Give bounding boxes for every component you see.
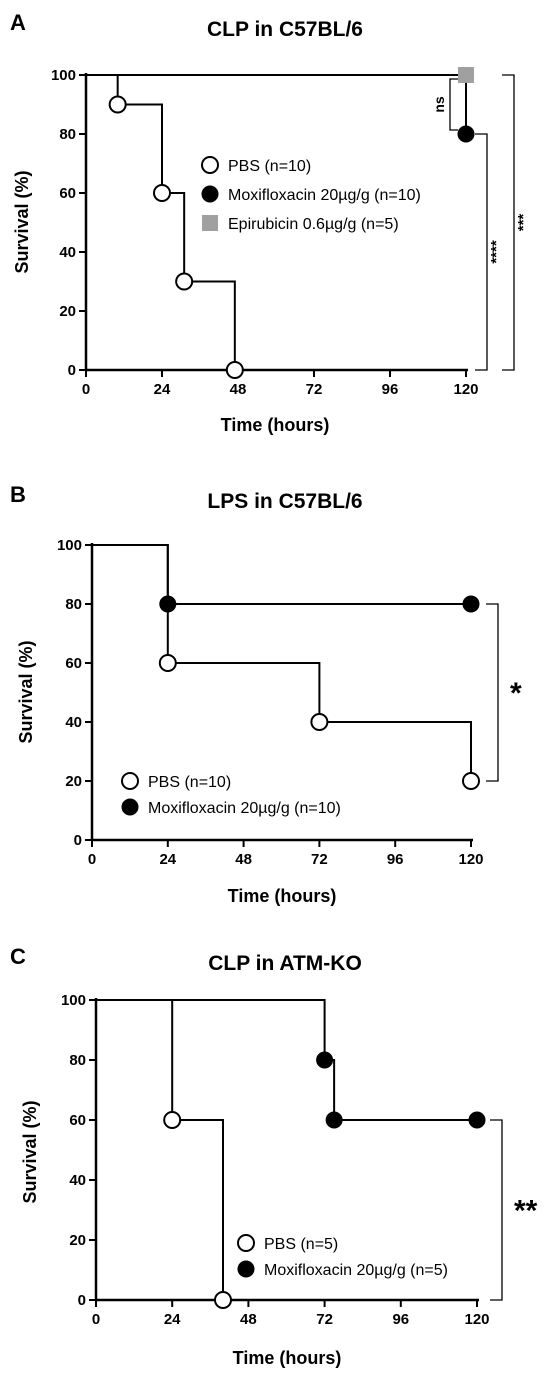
y-tick-label: 0	[78, 1292, 86, 1309]
x-tick-label: 96	[387, 851, 404, 868]
data-point	[153, 184, 171, 202]
legend-marker	[201, 156, 219, 174]
x-tick-label: 0	[92, 1311, 100, 1328]
significance-label: ****	[488, 240, 505, 264]
x-tick-label: 96	[382, 381, 399, 398]
x-tick-label: 48	[235, 851, 252, 868]
y-tick-label: 20	[65, 773, 82, 790]
x-tick-label: 24	[154, 381, 171, 398]
legend-marker	[121, 798, 139, 816]
y-tick-label: 100	[51, 67, 76, 84]
significance-bracket	[486, 603, 499, 782]
legend-marker	[202, 215, 218, 231]
y-tick-label: 60	[59, 185, 76, 202]
significance-label: ns	[431, 96, 447, 113]
series-line	[96, 999, 224, 1300]
y-tick-label: 0	[74, 832, 82, 849]
panel-label: A	[10, 10, 26, 35]
x-tick-label: 72	[316, 1311, 333, 1328]
panel-label: C	[10, 944, 26, 969]
legend-label: PBS (n=5)	[264, 1236, 338, 1253]
x-tick-label: 72	[311, 851, 328, 868]
data-point	[225, 361, 244, 379]
data-point	[310, 713, 329, 731]
survival-chart-clp-atm-ko: C CLP in ATM-KO Time (hours) Survival (%…	[10, 944, 538, 1368]
series-line	[96, 999, 477, 1121]
y-axis-label: Survival (%)	[12, 170, 32, 273]
legend-label: Moxifloxacin 20µg/g (n=10)	[148, 800, 341, 817]
x-tick-label: 48	[240, 1311, 257, 1328]
y-tick-label: 40	[65, 714, 82, 731]
significance-bracket	[449, 78, 458, 131]
data-point	[457, 125, 475, 143]
x-tick-label: 120	[458, 851, 483, 868]
data-point	[325, 1111, 343, 1129]
significance-bracket	[475, 133, 488, 371]
chart-title: LPS in C57BL/6	[207, 490, 362, 513]
survival-chart-lps-c57bl6: B LPS in C57BL/6 Time (hours) Survival (…	[10, 482, 522, 906]
y-tick-label: 40	[59, 244, 76, 261]
legend-marker	[121, 772, 139, 790]
data-point	[159, 595, 177, 613]
y-tick-label: 80	[59, 126, 76, 143]
data-point	[175, 272, 194, 291]
data-point	[462, 595, 480, 613]
chart-title: CLP in C57BL/6	[207, 18, 363, 41]
y-axis-label: Survival (%)	[20, 1100, 40, 1203]
x-tick-label: 96	[392, 1311, 409, 1328]
data-point	[458, 67, 474, 83]
series-line	[92, 544, 471, 605]
x-axis-label: Time (hours)	[221, 415, 330, 435]
x-tick-label: 24	[164, 1311, 181, 1328]
legend-marker	[237, 1260, 255, 1278]
significance-bracket	[490, 1119, 503, 1301]
x-tick-label: 120	[464, 1311, 489, 1328]
data-point	[316, 1051, 334, 1069]
y-tick-label: 20	[59, 303, 76, 320]
chart-title: CLP in ATM-KO	[208, 952, 362, 975]
x-tick-label: 0	[88, 851, 96, 868]
y-tick-label: 20	[69, 1232, 86, 1249]
significance-label: *	[510, 677, 522, 710]
y-tick-label: 60	[69, 1112, 86, 1129]
x-tick-label: 72	[306, 381, 323, 398]
legend-label: PBS (n=10)	[148, 774, 231, 791]
data-point	[214, 1291, 232, 1309]
significance-bracket	[502, 74, 515, 371]
data-point	[108, 95, 127, 114]
data-point	[158, 654, 177, 672]
x-axis-label: Time (hours)	[233, 1348, 342, 1368]
data-point	[468, 1111, 486, 1129]
y-tick-label: 100	[61, 992, 86, 1009]
x-tick-label: 24	[159, 851, 176, 868]
y-tick-label: 80	[65, 596, 82, 613]
y-tick-label: 40	[69, 1172, 86, 1189]
y-tick-label: 0	[68, 362, 76, 379]
legend-marker	[201, 185, 219, 203]
legend-label: Epirubicin 0.6µg/g (n=5)	[228, 216, 399, 233]
y-tick-label: 60	[65, 655, 82, 672]
data-point	[163, 1111, 182, 1129]
x-tick-label: 0	[82, 381, 90, 398]
legend-label: PBS (n=10)	[228, 158, 311, 175]
significance-label: **	[514, 1195, 538, 1228]
panel-label: B	[10, 482, 26, 507]
data-point	[462, 772, 480, 790]
series-line	[92, 544, 472, 781]
y-tick-label: 100	[57, 537, 82, 554]
y-tick-label: 80	[69, 1052, 86, 1069]
y-axis-label: Survival (%)	[16, 640, 36, 743]
legend-label: Moxifloxacin 20µg/g (n=5)	[264, 1262, 448, 1279]
x-tick-label: 48	[230, 381, 247, 398]
x-tick-label: 120	[453, 381, 478, 398]
survival-chart-clp-c57bl6: A CLP in C57BL/6 Time (hours) Survival (…	[10, 10, 532, 435]
legend-marker	[237, 1234, 255, 1252]
x-axis-label: Time (hours)	[228, 886, 337, 906]
legend-label: Moxifloxacin 20µg/g (n=10)	[228, 187, 421, 204]
significance-label: ***	[515, 214, 532, 232]
